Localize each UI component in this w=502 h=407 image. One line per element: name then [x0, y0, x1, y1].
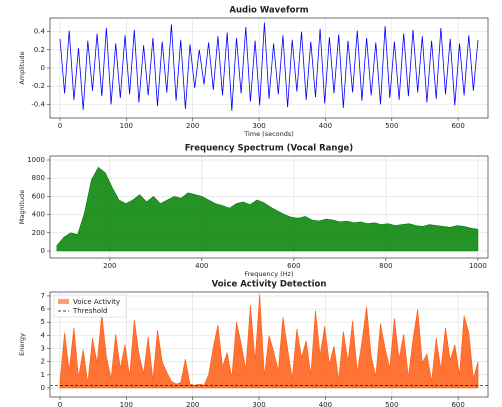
x-tick-label: 500	[385, 401, 398, 407]
x-tick-label: 200	[186, 122, 199, 130]
y-tick-label: 0.2	[34, 46, 45, 54]
chart-title: Frequency Spectrum (Vocal Range)	[185, 144, 354, 154]
y-tick-label: 200	[32, 229, 45, 237]
x-tick-label: 0	[58, 401, 62, 407]
x-tick-label: 800	[379, 262, 392, 270]
x-tick-label: 400	[319, 122, 332, 130]
y-tick-label: 7	[41, 292, 45, 300]
waveform-line	[59, 22, 479, 111]
x-tick-label: 200	[186, 401, 199, 407]
x-tick-label: 500	[385, 122, 398, 130]
x-tick-label: 300	[252, 122, 265, 130]
y-tick-label: 0	[41, 64, 45, 72]
y-tick-label: 5	[41, 318, 45, 326]
subplot: Audio Waveform 0 100 200 300 400 500 600 -0.4 -0.…	[18, 6, 489, 138]
subplot: Frequency Spectrum (Vocal Range) 200 400 60…	[18, 144, 489, 278]
x-tick-label: 400	[319, 401, 332, 407]
y-tick-label: 0	[41, 384, 45, 392]
legend-label: Voice Activity	[73, 298, 120, 306]
y-tick-label: 3	[41, 345, 45, 353]
legend-swatch	[58, 299, 69, 304]
y-tick-label: 1000	[27, 156, 45, 164]
x-tick-label: 200	[103, 262, 116, 270]
y-tick-label: 600	[32, 192, 45, 200]
y-tick-label: 2	[41, 358, 45, 366]
plot-frame	[49, 291, 489, 398]
legend-label: Threshold	[72, 307, 108, 315]
x-tick-label: 0	[58, 122, 62, 130]
area	[56, 166, 479, 252]
y-tick-label: 0.4	[34, 28, 46, 36]
plot-frame	[49, 17, 489, 119]
plot-frame	[49, 155, 489, 259]
x-tick-label: 600	[451, 401, 464, 407]
y-tick-label: 0	[41, 247, 45, 255]
x-axis-label: Time (seconds)	[243, 130, 294, 138]
area	[59, 294, 479, 389]
y-axis-label: Amplitude	[18, 51, 26, 84]
x-tick-label: 400	[195, 262, 208, 270]
y-axis-label: Magnitude	[18, 190, 26, 224]
y-tick-label: -0.2	[31, 82, 45, 90]
chart-title: Audio Waveform	[229, 6, 308, 16]
x-tick-label: 300	[252, 401, 265, 407]
y-tick-label: 800	[32, 174, 45, 182]
legend-box	[53, 294, 127, 318]
x-tick-label: 100	[120, 122, 133, 130]
chart-title: Voice Activity Detection	[212, 280, 327, 290]
y-tick-label: 4	[41, 331, 46, 339]
x-tick-label: 600	[451, 122, 464, 130]
x-tick-label: 100	[120, 401, 133, 407]
y-tick-label: 1	[41, 371, 45, 379]
y-tick-label: -0.4	[31, 100, 45, 108]
x-tick-label: 600	[287, 262, 300, 270]
x-tick-label: 1000	[469, 262, 487, 270]
y-tick-label: 400	[32, 211, 45, 219]
x-axis-label: Frequency (Hz)	[244, 270, 293, 278]
subplot: Voice Activity Detection 0 100 200 300 400 500…	[18, 280, 489, 407]
y-axis-label: Energy	[18, 333, 26, 356]
y-tick-label: 6	[41, 305, 46, 313]
